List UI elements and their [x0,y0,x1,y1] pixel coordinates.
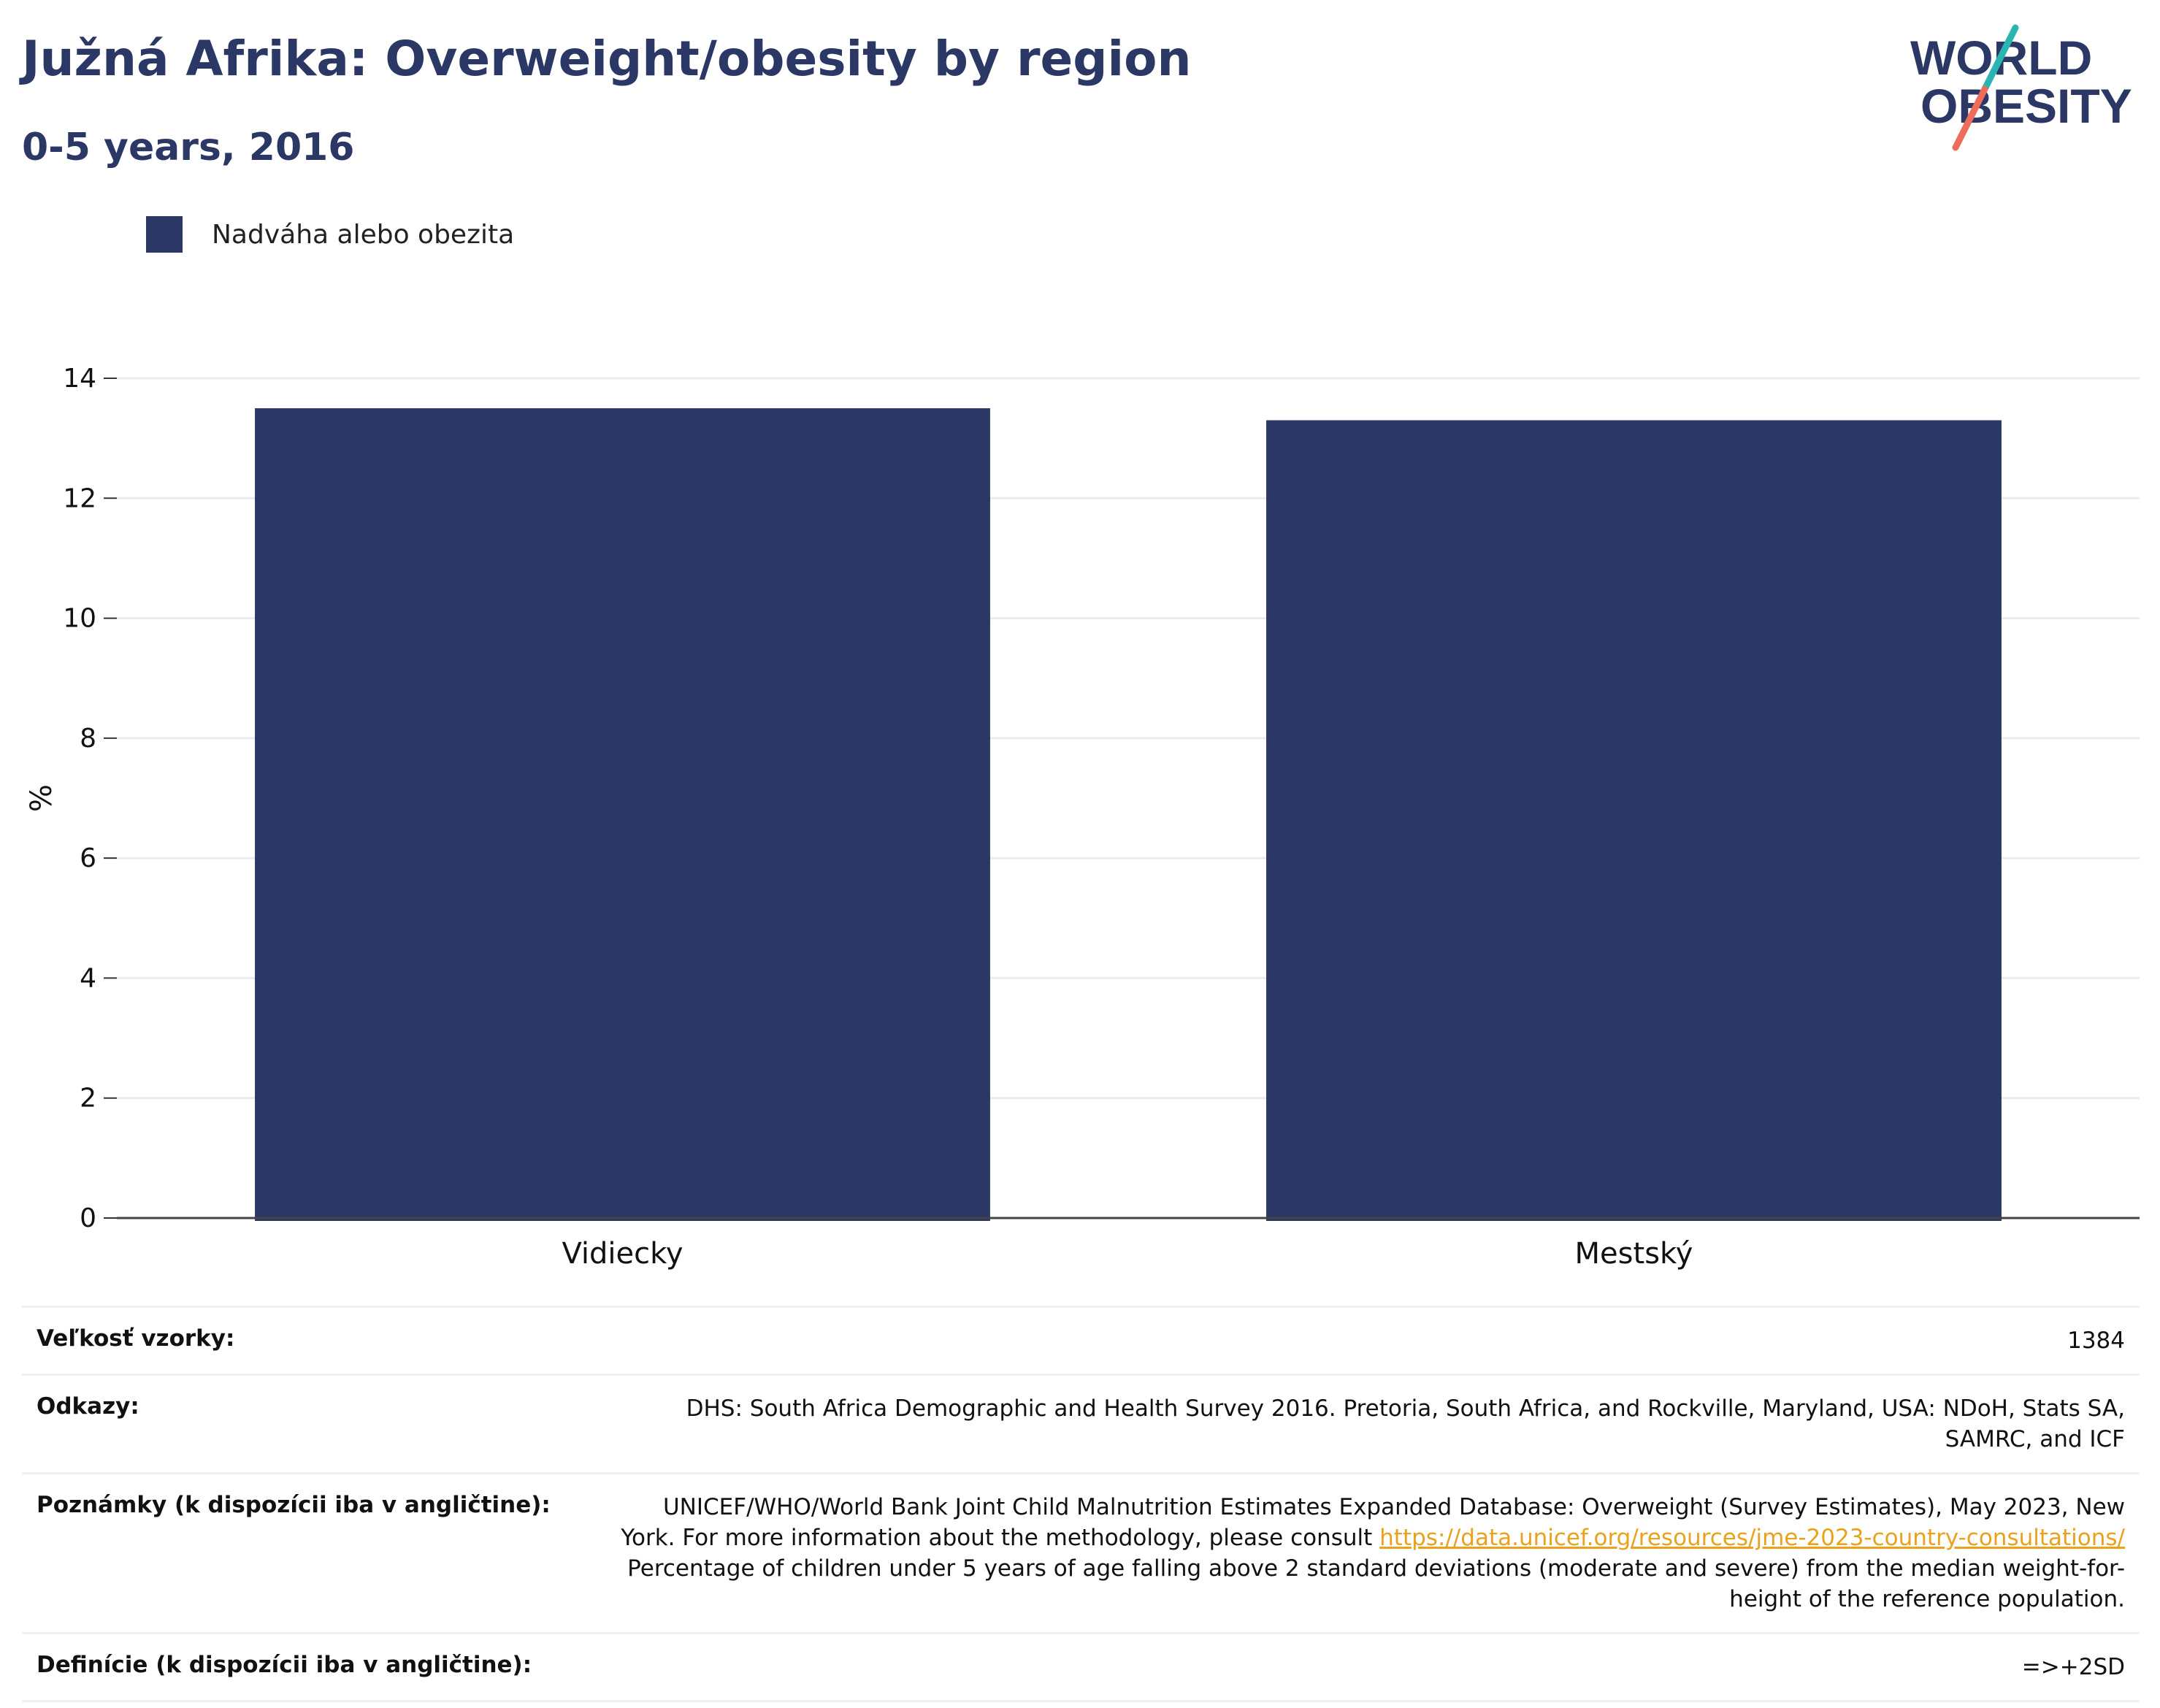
notes-link[interactable]: https://data.unicef.org/resources/jme-20… [1379,1525,2125,1551]
y-tick-label: 12 [63,483,96,513]
definitions-value: =>+2SD [2021,1654,2125,1680]
y-tick-label: 2 [80,1084,96,1114]
x-tick-label: Mestský [1575,1237,1693,1271]
logo-slash-coral [1952,85,1988,151]
chart-title: Južná Afrika: Overweight/obesity by regi… [22,31,1192,87]
legend: Nadváha alebo obezita [146,216,514,253]
x-tick-label: Vidiecky [562,1237,683,1271]
y-tick-label: 0 [80,1203,96,1233]
y-tick-label: 4 [80,963,96,993]
logo-line2: OBESITY [1920,79,2132,133]
y-tick-label: 10 [63,604,96,634]
logo-slash-teal [1981,24,2019,93]
references-label: Odkazy: [37,1393,139,1420]
y-tick-label: 6 [80,843,96,873]
meta-row-sample-size: Veľkosť vzorky: 1384 [22,1306,2140,1374]
legend-label: Nadváha alebo obezita [212,219,515,250]
sample-size-value: 1384 [2067,1328,2125,1354]
meta-row-references: Odkazy: DHS: South Africa Demographic an… [22,1374,2140,1472]
bar [1266,420,2002,1221]
notes-value: UNICEF/WHO/World Bank Joint Child Malnut… [621,1492,2125,1615]
chart-subtitle: 0-5 years, 2016 [22,126,355,169]
y-axis-label: % [25,784,58,812]
y-tick-label: 14 [63,364,96,394]
metadata-table: Veľkosť vzorky: 1384 Odkazy: DHS: South … [22,1306,2140,1702]
sample-size-label: Veľkosť vzorky: [37,1325,235,1352]
references-value: DHS: South Africa Demographic and Health… [686,1395,2125,1452]
bar-chart: 0 2 4 6 8 10 12 14 Vidiecky Mestský% [25,364,2140,1271]
legend-swatch [146,216,183,253]
bar [255,408,990,1221]
meta-row-definitions: Definície (k dispozícii iba v angličtine… [22,1632,2140,1702]
meta-row-notes: Poznámky (k dispozícii iba v angličtine)… [22,1472,2140,1632]
notes-label: Poznámky (k dispozícii iba v angličtine)… [37,1492,551,1518]
notes-text-after: Percentage of children under 5 years of … [627,1555,2125,1612]
world-obesity-logo: WORLD OBESITY [1910,24,2132,151]
y-tick-label: 8 [80,724,96,754]
definitions-label: Definície (k dispozícii iba v angličtine… [37,1652,532,1678]
notes-text-before: UNICEF/WHO/World Bank Joint Child Malnut… [621,1494,2125,1551]
